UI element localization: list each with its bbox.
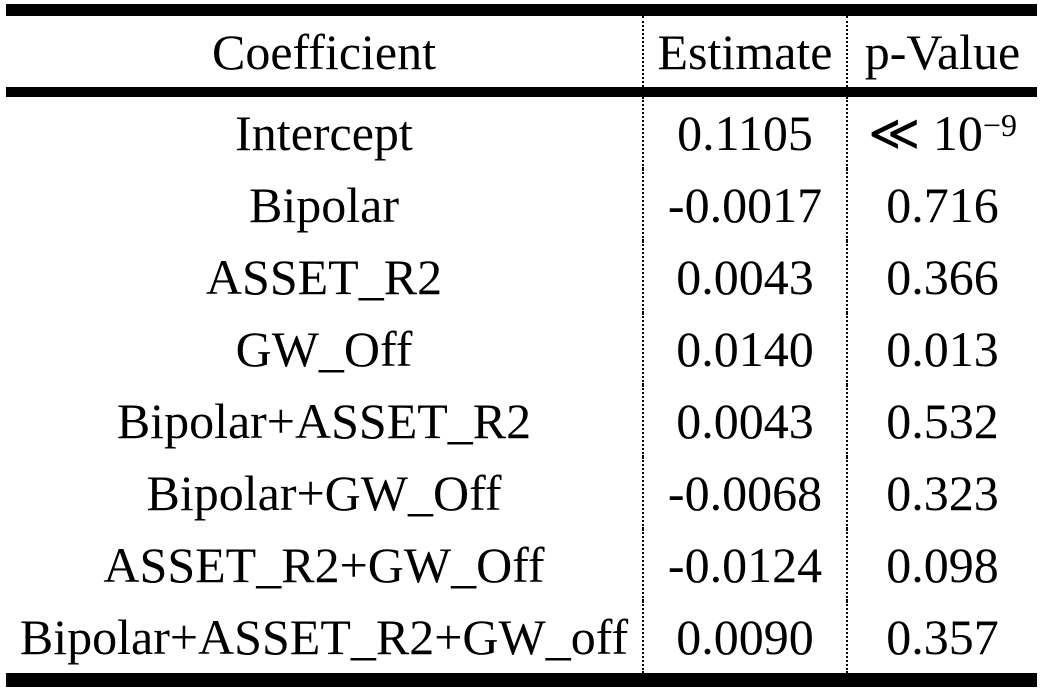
cell-estimate: -0.0068 (642, 457, 847, 529)
cell-p-value: 0.357 (846, 601, 1037, 680)
p-value-base: 0.323 (886, 465, 999, 521)
p-value-base: 0.532 (886, 393, 999, 449)
table-row: Intercept 0.1105 ≪ 10−9 (6, 92, 1037, 169)
cell-p-value: 0.013 (846, 313, 1037, 385)
cell-coefficient: Bipolar+GW_Off (146, 465, 502, 521)
cell-p-value: ≪ 10−9 (846, 92, 1037, 169)
cell-estimate: -0.0017 (642, 169, 847, 241)
p-value-base: 0.357 (886, 609, 999, 665)
cell-estimate: 0.1105 (642, 92, 847, 169)
cell-coefficient: Bipolar+ASSET_R2 (116, 393, 532, 449)
p-value-exponent: −9 (982, 107, 1017, 143)
cell-coefficient: Bipolar (249, 177, 399, 233)
cell-p-value: 0.532 (846, 385, 1037, 457)
column-header-coefficient: Coefficient (6, 10, 643, 97)
table-row: ASSET_R2+GW_Off -0.0124 0.098 (6, 529, 1037, 601)
cell-estimate: 0.0090 (642, 601, 847, 680)
p-value-base: ≪ 10 (868, 105, 983, 161)
table-row: Bipolar -0.0017 0.716 (6, 169, 1037, 241)
cell-coefficient: ASSET_R2+GW_Off (103, 537, 545, 593)
cell-coefficient: Bipolar+ASSET_R2+GW_off (19, 609, 629, 665)
p-value-base: 0.013 (886, 321, 999, 377)
cell-p-value: 0.366 (846, 241, 1037, 313)
cell-coefficient: ASSET_R2 (205, 249, 443, 305)
p-value-base: 0.716 (886, 177, 999, 233)
column-header-estimate: Estimate (642, 10, 847, 97)
table-header: Coefficient Estimate p-Value (6, 10, 1037, 97)
cell-estimate: 0.0140 (642, 313, 847, 385)
header-row: Coefficient Estimate p-Value (6, 10, 1037, 97)
table-row: Bipolar+ASSET_R2 0.0043 0.532 (6, 385, 1037, 457)
regression-results-table: Coefficient Estimate p-Value Intercept 0… (6, 4, 1037, 687)
column-header-p-value: p-Value (846, 10, 1037, 97)
table-row: Bipolar+GW_Off -0.0068 0.323 (6, 457, 1037, 529)
cell-p-value: 0.323 (846, 457, 1037, 529)
cell-estimate: 0.0043 (642, 241, 847, 313)
cell-coefficient: Intercept (235, 105, 413, 161)
table-body: Intercept 0.1105 ≪ 10−9 Bipolar -0.0017 … (6, 92, 1037, 680)
cell-estimate: 0.0043 (642, 385, 847, 457)
p-value-base: 0.366 (886, 249, 999, 305)
cell-p-value: 0.098 (846, 529, 1037, 601)
cell-estimate: -0.0124 (642, 529, 847, 601)
table-row: GW_Off 0.0140 0.013 (6, 313, 1037, 385)
table-row: ASSET_R2 0.0043 0.366 (6, 241, 1037, 313)
cell-coefficient: GW_Off (235, 321, 413, 377)
table-row: Bipolar+ASSET_R2+GW_off 0.0090 0.357 (6, 601, 1037, 680)
p-value-base: 0.098 (886, 537, 999, 593)
cell-p-value: 0.716 (846, 169, 1037, 241)
